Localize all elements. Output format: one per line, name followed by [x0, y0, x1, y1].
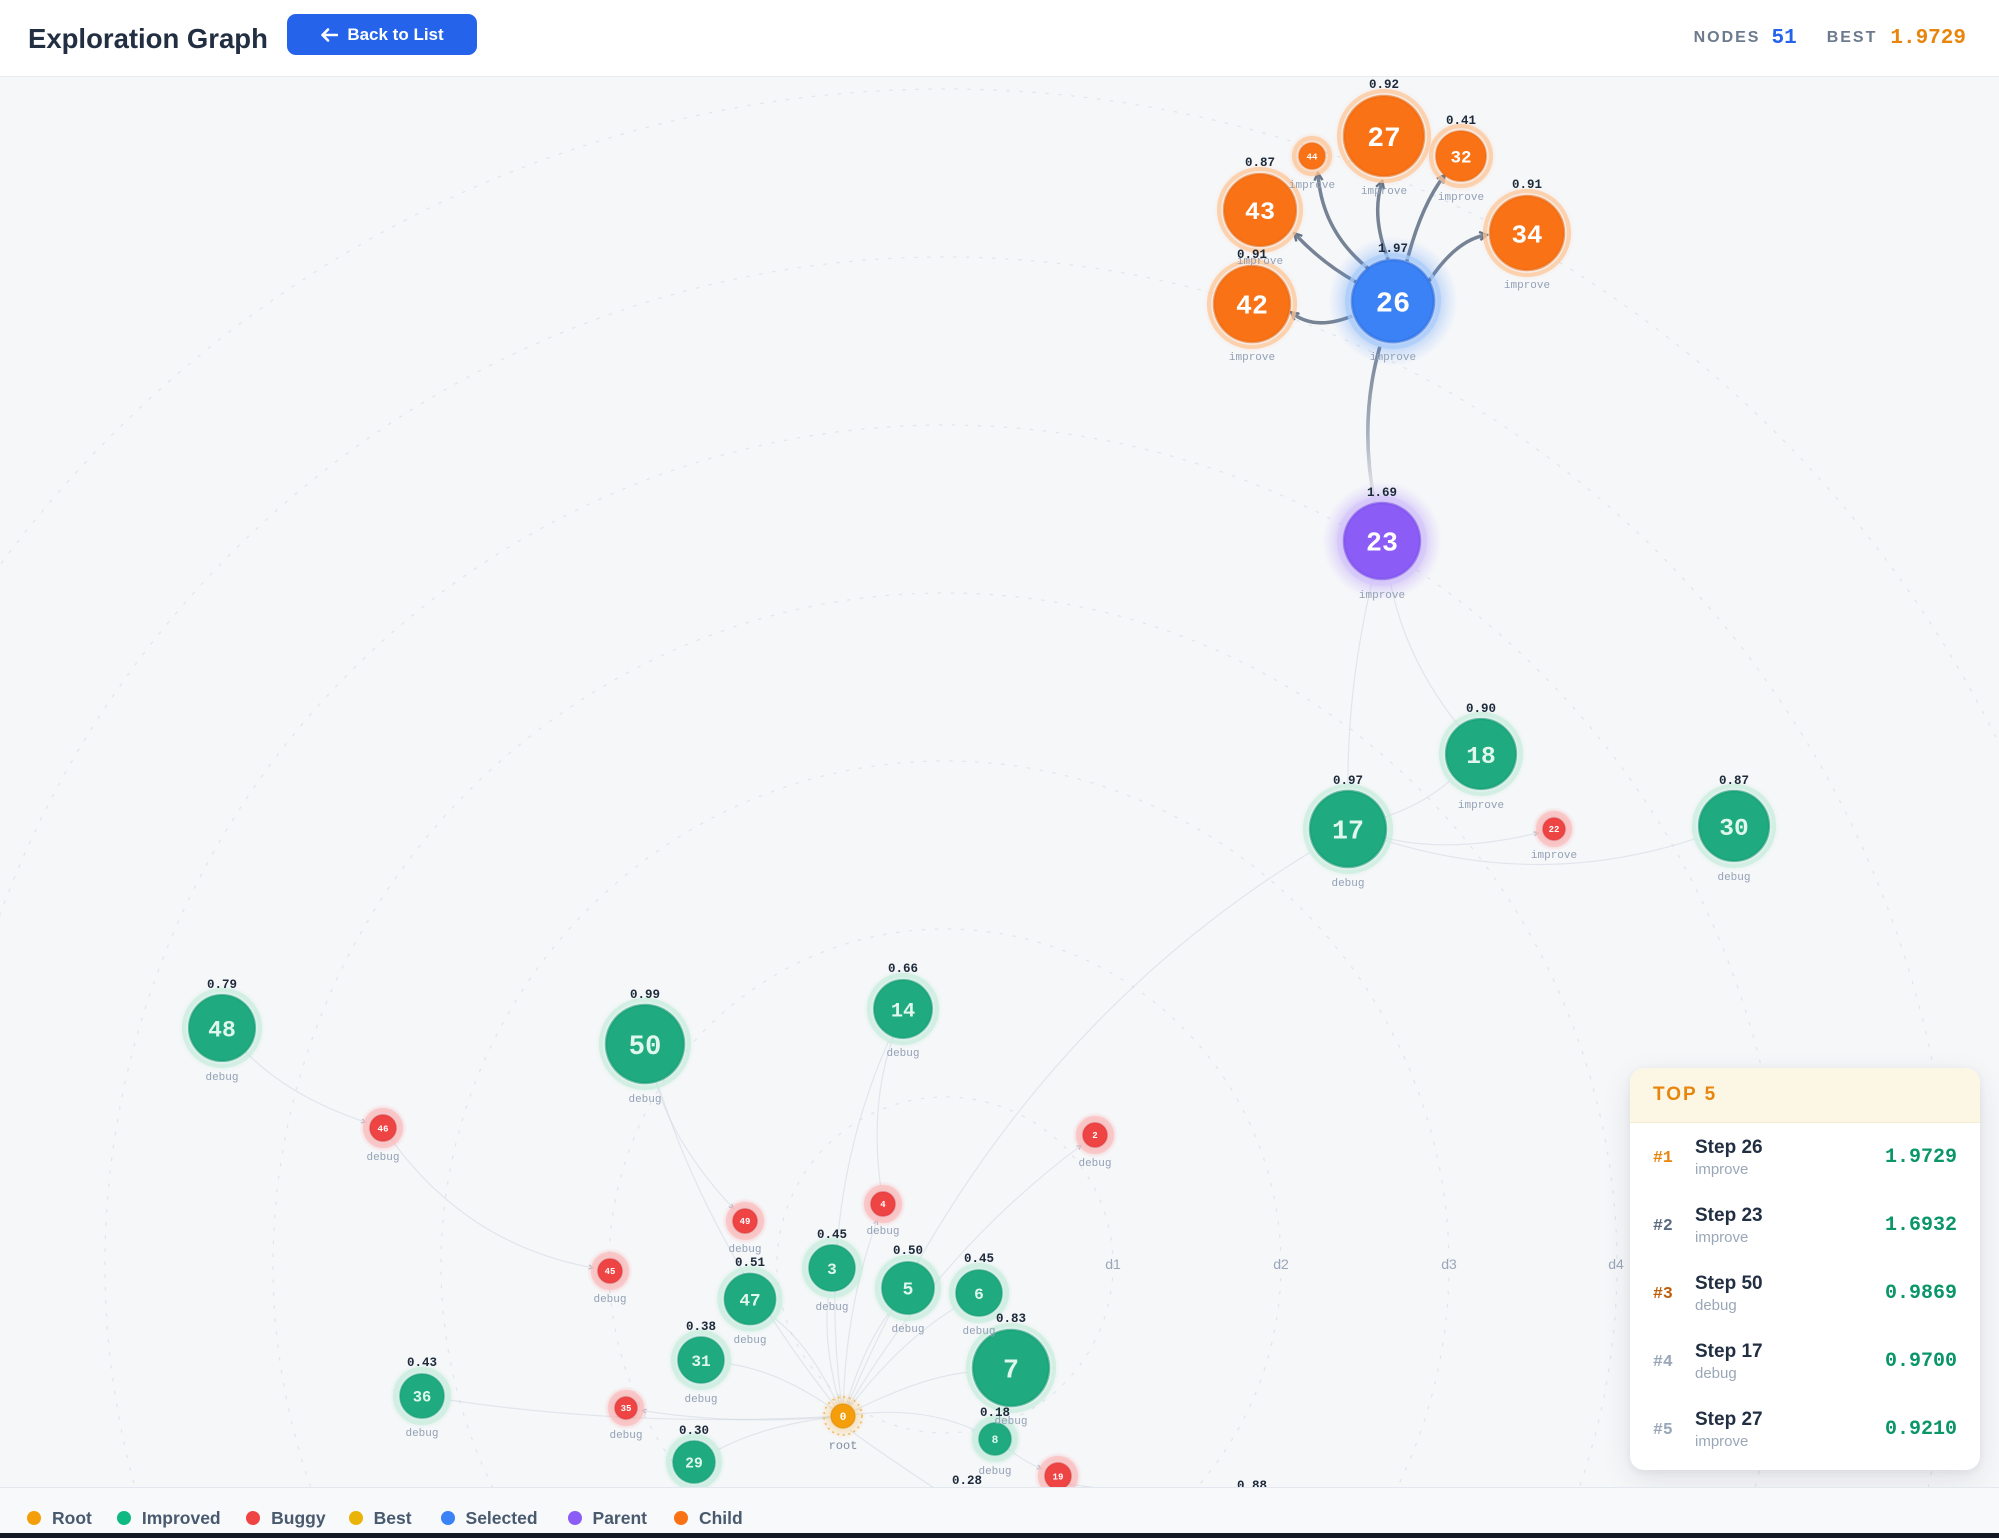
- svg-text:0.83: 0.83: [996, 1312, 1026, 1326]
- svg-text:4: 4: [880, 1200, 886, 1210]
- svg-text:0.91: 0.91: [1237, 248, 1267, 262]
- svg-text:d4: d4: [1608, 1256, 1624, 1272]
- svg-text:22: 22: [1549, 825, 1560, 835]
- svg-text:0.87: 0.87: [1245, 156, 1275, 170]
- svg-text:improve: improve: [1458, 800, 1504, 812]
- svg-text:17: 17: [1332, 817, 1364, 847]
- svg-text:debug: debug: [866, 1226, 899, 1238]
- svg-text:improve: improve: [1504, 280, 1550, 292]
- svg-text:d3: d3: [1441, 1256, 1457, 1272]
- svg-text:debug: debug: [962, 1326, 995, 1338]
- svg-text:debug: debug: [1078, 1158, 1111, 1170]
- svg-text:45: 45: [605, 1267, 616, 1277]
- svg-text:0.87: 0.87: [1719, 774, 1749, 788]
- svg-text:26: 26: [1376, 287, 1410, 320]
- svg-text:49: 49: [740, 1217, 751, 1227]
- svg-text:root: root: [829, 1439, 858, 1453]
- svg-text:d2: d2: [1273, 1256, 1289, 1272]
- svg-text:0.18: 0.18: [980, 1406, 1010, 1420]
- svg-text:27: 27: [1367, 124, 1401, 155]
- svg-text:debug: debug: [994, 1416, 1027, 1428]
- svg-text:0.97: 0.97: [1333, 774, 1363, 788]
- svg-text:35: 35: [621, 1404, 632, 1414]
- svg-text:3: 3: [827, 1261, 837, 1279]
- svg-text:debug: debug: [733, 1335, 766, 1347]
- svg-text:0.30: 0.30: [679, 1424, 709, 1438]
- svg-text:5: 5: [903, 1281, 914, 1301]
- svg-text:0.45: 0.45: [817, 1228, 847, 1242]
- svg-text:14: 14: [891, 1000, 915, 1023]
- svg-text:50: 50: [629, 1032, 662, 1063]
- svg-text:0.43: 0.43: [407, 1356, 437, 1370]
- svg-text:18: 18: [1466, 744, 1495, 771]
- svg-text:0.50: 0.50: [893, 1244, 923, 1258]
- svg-text:34: 34: [1511, 220, 1542, 250]
- svg-text:0: 0: [840, 1412, 847, 1424]
- svg-text:debug: debug: [891, 1324, 924, 1336]
- svg-text:debug: debug: [886, 1048, 919, 1060]
- svg-text:0.99: 0.99: [630, 988, 660, 1002]
- svg-text:0.28: 0.28: [952, 1474, 982, 1488]
- svg-text:0.66: 0.66: [888, 962, 918, 976]
- svg-text:debug: debug: [728, 1244, 761, 1256]
- svg-text:1.69: 1.69: [1367, 486, 1397, 500]
- svg-text:0.92: 0.92: [1369, 78, 1399, 92]
- svg-text:improve: improve: [1289, 180, 1335, 192]
- svg-text:improve: improve: [1531, 850, 1577, 862]
- svg-text:debug: debug: [405, 1428, 438, 1440]
- svg-text:6: 6: [974, 1286, 984, 1304]
- svg-text:debug: debug: [1717, 872, 1750, 884]
- svg-text:debug: debug: [628, 1094, 661, 1106]
- svg-text:improve: improve: [1361, 186, 1407, 198]
- svg-text:debug: debug: [1331, 878, 1364, 890]
- svg-text:48: 48: [208, 1017, 236, 1043]
- svg-text:2: 2: [1092, 1131, 1097, 1141]
- svg-text:7: 7: [1003, 1356, 1019, 1386]
- svg-text:30: 30: [1719, 816, 1748, 843]
- svg-text:improve: improve: [1237, 256, 1283, 268]
- svg-text:0.38: 0.38: [686, 1320, 716, 1334]
- svg-text:44: 44: [1307, 151, 1318, 162]
- svg-text:debug: debug: [684, 1394, 717, 1406]
- svg-text:42: 42: [1236, 292, 1268, 322]
- svg-text:improve: improve: [1359, 590, 1405, 602]
- svg-text:19: 19: [1053, 1471, 1064, 1482]
- svg-text:debug: debug: [978, 1466, 1011, 1478]
- svg-text:debug: debug: [609, 1430, 642, 1442]
- svg-text:8: 8: [992, 1435, 999, 1447]
- svg-text:debug: debug: [593, 1294, 626, 1306]
- svg-text:46: 46: [378, 1123, 389, 1134]
- svg-text:0.41: 0.41: [1446, 114, 1476, 128]
- svg-text:31: 31: [691, 1353, 710, 1371]
- svg-text:improve: improve: [1229, 352, 1275, 364]
- svg-text:debug: debug: [366, 1152, 399, 1164]
- svg-text:47: 47: [739, 1291, 760, 1311]
- svg-text:32: 32: [1450, 148, 1471, 168]
- svg-text:29: 29: [685, 1456, 703, 1472]
- svg-text:0.79: 0.79: [207, 978, 237, 992]
- svg-text:debug: debug: [815, 1302, 848, 1314]
- svg-text:improve: improve: [1370, 352, 1416, 364]
- svg-text:0.51: 0.51: [735, 1256, 765, 1270]
- svg-text:0.90: 0.90: [1466, 702, 1496, 716]
- svg-text:debug: debug: [205, 1072, 238, 1084]
- svg-text:1.97: 1.97: [1378, 242, 1408, 256]
- svg-text:improve: improve: [1438, 192, 1484, 204]
- svg-text:0.91: 0.91: [1512, 178, 1542, 192]
- svg-text:36: 36: [413, 1389, 431, 1407]
- svg-text:0.45: 0.45: [964, 1252, 994, 1266]
- svg-text:23: 23: [1366, 529, 1398, 559]
- svg-text:43: 43: [1245, 198, 1275, 227]
- svg-text:d1: d1: [1105, 1256, 1121, 1272]
